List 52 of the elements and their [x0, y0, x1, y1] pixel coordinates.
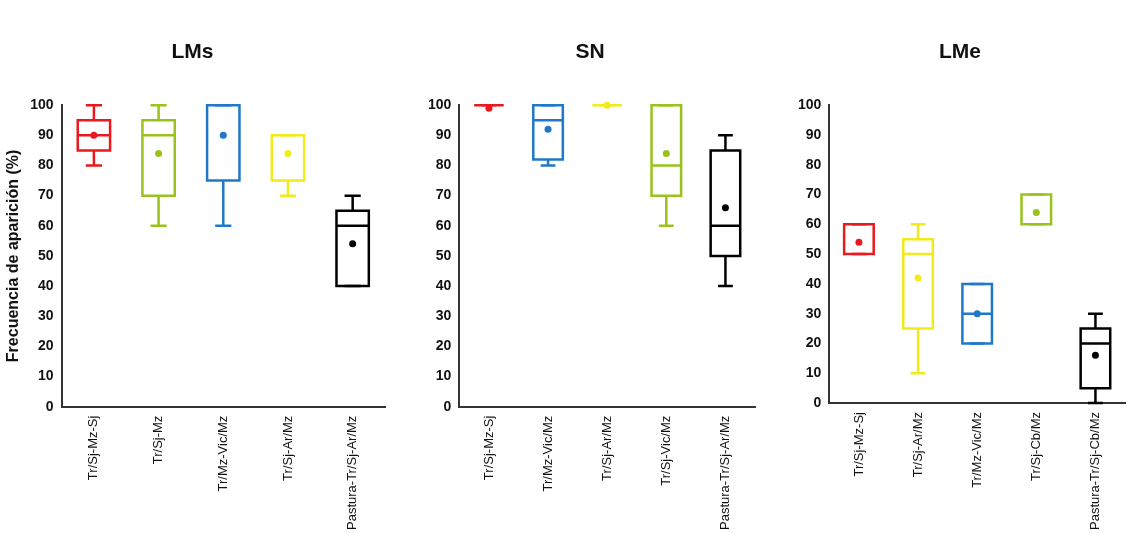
- y-tick-label: 100: [428, 96, 452, 113]
- y-tick-label: 60: [805, 215, 822, 232]
- x-tick-label: Tr/Sj-Ar/Mz: [598, 415, 614, 481]
- x-tick-label: Tr/Sj-Vic/Mz: [657, 415, 673, 486]
- y-tick-label: 50: [805, 244, 822, 261]
- y-tick-label: 20: [435, 337, 452, 354]
- x-tick-label: Tr/Sj-Mz-Sj: [850, 411, 866, 477]
- y-tick-label: 0: [443, 397, 452, 414]
- y-tick-label: 100: [798, 96, 822, 113]
- y-tick-label: 10: [435, 367, 452, 384]
- x-tick-label: Tr/Mz-Vic/Mz: [968, 412, 984, 488]
- x-tick-label: Tr/Mz-Vic/Mz: [214, 415, 230, 492]
- y-tick-label: 10: [37, 367, 54, 384]
- x-tick-label: Tr/Sj-Ar/Mz: [279, 415, 295, 481]
- y-tick-label: 30: [37, 307, 54, 324]
- y-tick-label: 50: [37, 246, 54, 263]
- x-tick-label: Pastura-Tr/Sj-Ar/Mz: [717, 415, 733, 530]
- x-tick-label: Tr/Sj-Ar/Mz: [909, 412, 925, 478]
- y-tick-label: 0: [45, 397, 54, 414]
- y-tick-label: 90: [435, 126, 452, 143]
- chart-title: LMs: [171, 39, 214, 63]
- y-tick-label: 50: [435, 246, 452, 263]
- y-tick-label: 70: [805, 185, 822, 202]
- y-tick-label: 10: [805, 364, 822, 381]
- y-tick-label: 40: [805, 274, 822, 291]
- x-tick-label: Tr/Sj-Mz: [150, 415, 166, 465]
- x-tick-label: Tr/Sj-Mz-Sj: [85, 415, 101, 481]
- x-tick-label: Tr/Sj-Cb/Mz: [1027, 412, 1043, 481]
- x-tick-label: Pastura-Tr/Sj-Cb/Mz: [1087, 412, 1103, 531]
- chart-title: SN: [575, 39, 605, 63]
- x-tick-label: Pastura-Tr/Sj-Ar/Mz: [344, 415, 360, 530]
- y-tick-label: 80: [37, 156, 54, 173]
- y-tick-label: 70: [435, 186, 452, 203]
- y-tick-label: 70: [37, 186, 54, 203]
- x-tick-label: Tr/Sj-Mz-Sj: [480, 415, 496, 481]
- y-tick-label: 20: [805, 334, 822, 351]
- y-tick-label: 40: [37, 276, 54, 293]
- y-tick-label: 30: [805, 304, 822, 321]
- y-tick-label: 80: [435, 156, 452, 173]
- y-tick-label: 20: [37, 337, 54, 354]
- y-tick-label: 90: [37, 126, 54, 143]
- y-tick-label: 100: [30, 96, 54, 113]
- y-tick-label: 40: [435, 276, 452, 293]
- chart-title: LMe: [939, 39, 981, 63]
- y-tick-label: 90: [805, 125, 822, 142]
- y-tick-label: 60: [37, 216, 54, 233]
- y-tick-label: 60: [435, 216, 452, 233]
- y-tick-label: 0: [813, 393, 822, 410]
- y-tick-label: 80: [805, 155, 822, 172]
- x-tick-label: Tr/Mz-Vic/Mz: [539, 415, 555, 492]
- y-tick-label: 30: [435, 307, 452, 324]
- y-axis-title: Frecuencia de aparición (%): [4, 149, 22, 363]
